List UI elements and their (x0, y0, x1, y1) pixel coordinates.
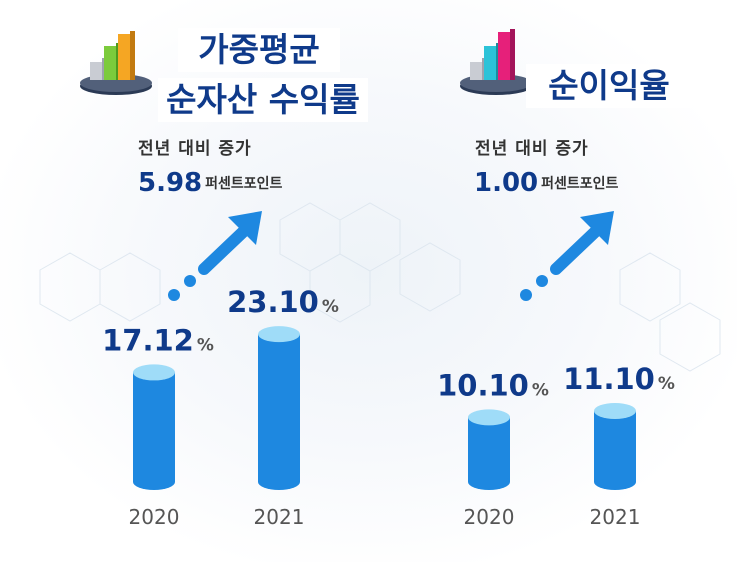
change-unit: 퍼센트포인트 (541, 176, 619, 192)
change-value: 1.00 (474, 168, 539, 198)
data-label: 17.12% (102, 323, 214, 357)
bar-2021 (258, 326, 300, 490)
x-tick-label: 2021 (254, 505, 305, 529)
change-readout: 5.98 퍼센트포인트 (138, 168, 282, 198)
increase-arrow-icon (168, 211, 262, 301)
x-tick-label: 2020 (464, 505, 515, 529)
bar-chart-3d-icon (80, 31, 152, 95)
x-tick-label: 2020 (129, 505, 180, 529)
chart-title-line-1: 가중평균 (178, 28, 340, 72)
bar-2020 (133, 364, 175, 490)
increase-arrow-icon (520, 211, 614, 301)
bar-chart-3d-icon (460, 29, 532, 95)
change-caption: 전년 대비 증가 (475, 139, 589, 159)
change-caption: 전년 대비 증가 (138, 139, 252, 159)
data-label: 23.10% (227, 285, 339, 319)
bar-2021 (594, 402, 636, 490)
change-value: 5.98 (138, 168, 203, 198)
chart-title: 순이익율 (526, 64, 692, 108)
x-tick-label: 2021 (590, 505, 641, 529)
data-label: 11.10% (563, 362, 675, 396)
change-readout: 1.00 퍼센트포인트 (474, 168, 618, 198)
chart-title-line-2: 순자산 수익률 (158, 78, 368, 122)
change-unit: 퍼센트포인트 (205, 176, 283, 192)
data-label: 10.10% (437, 368, 549, 402)
bar-2020 (468, 409, 510, 490)
